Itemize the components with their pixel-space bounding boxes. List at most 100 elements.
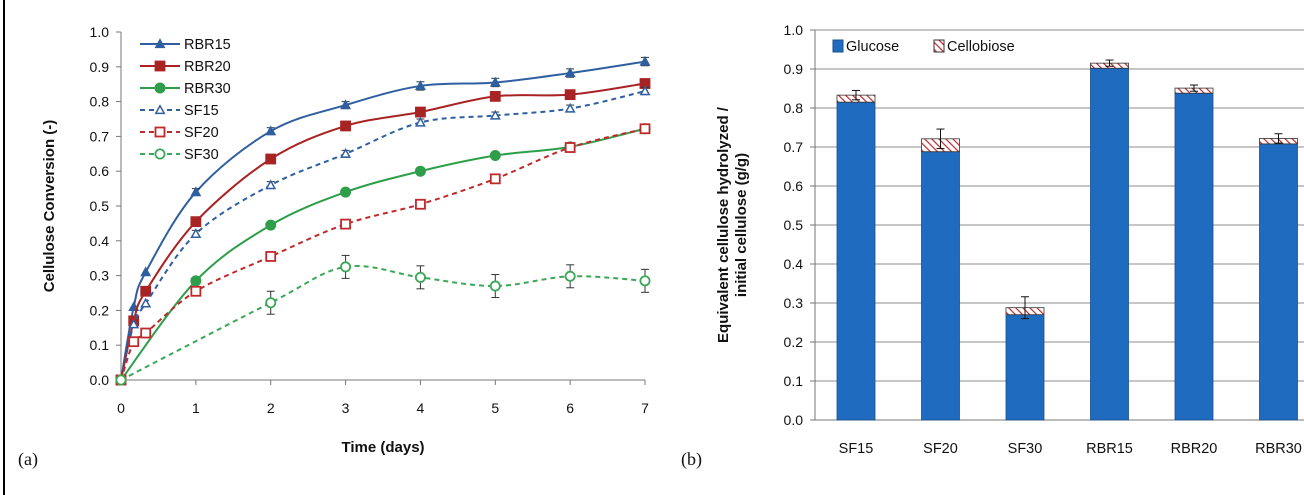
y-tick-label: 0.2	[784, 334, 804, 350]
legend-item-sf20: SF20	[140, 125, 219, 141]
legend-label: RBR30	[184, 81, 231, 97]
bar-chart-panel: 0.00.10.20.30.40.50.60.70.80.91.0 SF15 SF…	[681, 22, 1304, 470]
legend-item-rbr20: RBR20	[140, 59, 231, 75]
data-point	[414, 116, 426, 127]
data-point	[415, 198, 426, 210]
y-tick-label: 0.4	[90, 233, 110, 249]
gridlines	[815, 29, 1304, 382]
bar-group-sf30	[1005, 296, 1045, 421]
data-point	[414, 80, 426, 91]
data-point	[190, 228, 202, 238]
data-point	[190, 216, 202, 228]
data-point	[340, 120, 351, 132]
data-point	[140, 285, 152, 297]
y-tick-label: 0.3	[90, 268, 110, 284]
series-sf20	[115, 123, 651, 386]
legend-swatch	[832, 39, 844, 53]
legend-item-glucose: Glucose	[832, 39, 899, 55]
data-point	[564, 89, 576, 101]
data-point	[154, 38, 166, 49]
x-tick-label: 7	[641, 400, 649, 416]
legend: Glucose Cellobiose	[832, 39, 1015, 55]
x-axis-label: Time (days)	[341, 439, 424, 456]
category-label: RBR20	[1171, 441, 1218, 457]
legend-item-rbr15: RBR15	[140, 37, 231, 53]
panel-letter-a: (a)	[18, 449, 38, 470]
data-point	[265, 125, 277, 136]
data-point	[154, 126, 166, 138]
data-point	[154, 148, 166, 160]
x-tick-label: 2	[267, 400, 275, 416]
y-tick-label: 0.1	[784, 373, 804, 389]
series-line	[120, 60, 646, 381]
category-labels: SF15 SF20 SF30 RBR15 RBR20 RBR30	[839, 441, 1302, 457]
data-point	[564, 270, 576, 282]
data-point	[154, 82, 166, 94]
data-point	[414, 165, 426, 177]
x-tick-label: 6	[566, 400, 574, 416]
legend-item-cellobiose: Cellobiose	[933, 39, 1015, 55]
data-point	[340, 148, 352, 158]
data-point	[140, 297, 152, 308]
y-tick-label: 0.9	[784, 61, 804, 77]
y-tick-labels: 0.0 0.1 0.2 0.3 0.4 0.5 0.6 0.7 0.8 0.9 1.0	[784, 22, 815, 428]
legend-label: RBR20	[184, 59, 231, 75]
legend-label: RBR15	[184, 37, 231, 53]
y-axis-label-line2: initial cellulose (g/g)	[733, 153, 750, 297]
legend: RBR15 RBR20 RBR30 SF15 SF20 SF30	[140, 37, 231, 163]
bar-group-sf15	[836, 89, 876, 421]
series-line	[120, 82, 646, 381]
data-point	[128, 301, 140, 312]
data-point	[489, 109, 501, 120]
y-tick-labels: 0.0 0.1 0.2 0.3 0.4 0.5 0.6 0.7 0.8 0.9 1.0	[90, 24, 121, 388]
series-rbr20	[115, 78, 651, 386]
data-point	[140, 266, 152, 277]
y-tick-label: 0.9	[90, 59, 110, 75]
data-point	[340, 186, 352, 198]
data-point	[415, 106, 426, 118]
data-point	[128, 318, 140, 329]
y-tick-label: 0.5	[784, 217, 804, 233]
legend-label: Cellobiose	[947, 39, 1015, 55]
data-point	[489, 280, 501, 292]
bar-glucose	[1259, 143, 1298, 421]
bar-group-rbr15	[1090, 59, 1129, 421]
category-label: RBR15	[1086, 441, 1133, 457]
x-tick-label: 0	[117, 400, 125, 416]
legend-label: SF15	[184, 103, 219, 119]
data-point	[639, 275, 651, 287]
data-point	[489, 173, 501, 185]
legend-item-sf30: SF30	[140, 147, 219, 163]
data-point	[190, 285, 202, 297]
data-point	[564, 102, 576, 113]
data-point	[140, 327, 152, 339]
bar-glucose	[1090, 67, 1129, 421]
category-label: SF30	[1008, 441, 1043, 457]
data-point	[489, 90, 501, 102]
x-tick-label: 3	[342, 400, 350, 416]
data-point	[639, 85, 651, 96]
y-tick-label: 0.5	[90, 198, 110, 214]
legend-label: SF30	[184, 147, 219, 163]
data-point	[564, 67, 576, 78]
legend-item-sf15: SF15	[140, 103, 219, 119]
data-point	[265, 297, 277, 309]
bar-glucose	[1174, 92, 1214, 421]
x-tick-label: 1	[192, 400, 200, 416]
bar-glucose	[1005, 314, 1045, 421]
line-chart-panel: 0.0 0.1 0.2 0.3 0.4 0.5 0.6 0.7 0.8 0.9 1.0 0 1 2 3 4 5…	[18, 24, 651, 470]
legend-swatch	[933, 39, 945, 53]
series-sf30	[115, 254, 651, 386]
category-label: SF20	[923, 441, 958, 457]
y-tick-label: 0.1	[90, 337, 110, 353]
data-point	[265, 251, 277, 262]
series-line	[120, 127, 646, 381]
panel-letter-b: (b)	[681, 449, 702, 470]
y-axis-label: Cellulose Conversion (-)	[41, 120, 58, 293]
bar-group-rbr20	[1174, 84, 1214, 421]
data-point	[190, 275, 202, 287]
data-point	[265, 219, 277, 231]
y-tick-label: 0.2	[90, 302, 110, 318]
y-tick-label: 0.8	[784, 100, 804, 116]
legend-item-rbr30: RBR30	[140, 81, 231, 97]
